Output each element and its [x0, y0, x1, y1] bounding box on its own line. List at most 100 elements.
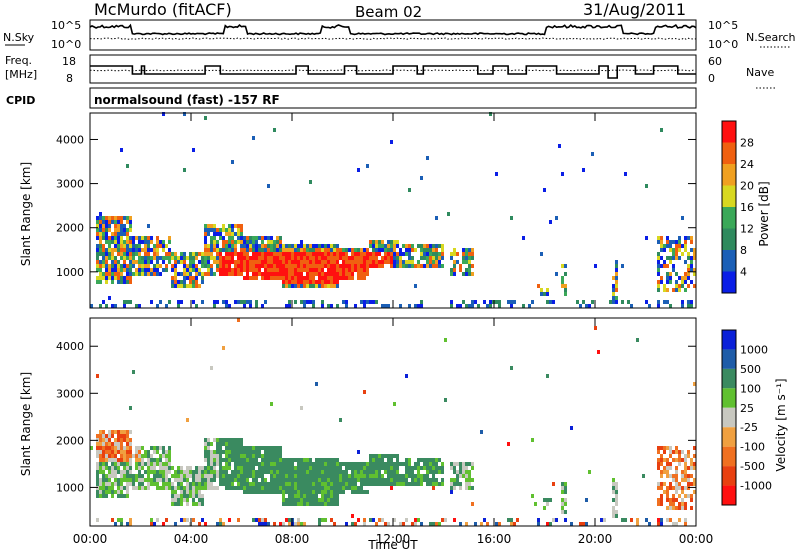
heatmap-cell	[657, 252, 660, 256]
heatmap-cell	[675, 446, 678, 450]
heatmap-cell	[144, 248, 147, 252]
heatmap-cell	[660, 502, 663, 506]
heatmap-cell	[252, 470, 255, 474]
heatmap-cell	[660, 446, 663, 450]
heatmap-cell	[177, 300, 180, 304]
heatmap-cell	[189, 252, 192, 256]
heatmap-cell	[387, 248, 390, 252]
heatmap-cell	[138, 470, 141, 474]
heatmap-cell	[168, 470, 171, 474]
heatmap-cell	[210, 264, 213, 268]
heatmap-cell	[192, 478, 195, 482]
heatmap-cell	[180, 280, 183, 284]
heatmap-cell	[690, 280, 693, 284]
heatmap-cell	[693, 454, 696, 458]
heatmap-cell	[543, 506, 546, 510]
heatmap-cell	[297, 264, 300, 268]
heatmap-cell	[453, 482, 456, 486]
heatmap-cell	[126, 434, 129, 438]
heatmap-cell	[204, 470, 207, 474]
heatmap-cell	[192, 498, 195, 502]
heatmap-cell	[291, 244, 294, 248]
colorbar-tick-label: -25	[740, 421, 758, 434]
heatmap-cell	[438, 244, 441, 248]
heatmap-cell	[348, 478, 351, 482]
x-tick-label: 00:00	[679, 532, 714, 546]
heatmap-cell	[114, 244, 117, 248]
heatmap-cell	[207, 228, 210, 232]
heatmap-cell	[690, 466, 693, 470]
heatmap-cell	[363, 518, 366, 522]
heatmap-cell	[108, 474, 111, 478]
heatmap-cell	[417, 458, 420, 462]
heatmap-cell	[693, 272, 696, 276]
heatmap-cell	[111, 256, 114, 260]
heatmap-cell	[228, 260, 231, 264]
heatmap-cell	[324, 482, 327, 486]
heatmap-cell	[237, 318, 240, 322]
heatmap-cell	[150, 236, 153, 240]
heatmap-cell	[198, 498, 201, 502]
heatmap-cell	[273, 244, 276, 248]
heatmap-cell	[237, 462, 240, 466]
heatmap-cell	[459, 522, 462, 526]
velocity-heatmap	[90, 318, 696, 526]
heatmap-cell	[636, 518, 639, 522]
heatmap-cell	[105, 216, 108, 220]
heatmap-cell	[297, 522, 300, 526]
heatmap-cell	[294, 300, 297, 304]
heatmap-cell	[99, 212, 102, 216]
heatmap-cell	[264, 260, 267, 264]
heatmap-cell	[261, 248, 264, 252]
heatmap-cell	[321, 244, 324, 248]
heatmap-cell	[615, 482, 618, 486]
heatmap-cell	[312, 248, 315, 252]
heatmap-cell	[318, 264, 321, 268]
heatmap-cell	[183, 256, 186, 260]
heatmap-cell	[351, 490, 354, 494]
heatmap-cell	[468, 252, 471, 256]
heatmap-cell	[402, 522, 405, 526]
heatmap-cell	[228, 446, 231, 450]
heatmap-cell	[333, 260, 336, 264]
heatmap-cell	[198, 502, 201, 506]
heatmap-cell	[435, 244, 438, 248]
heatmap-cell	[165, 264, 168, 268]
heatmap-cell	[282, 248, 285, 252]
heatmap-cell	[201, 256, 204, 260]
heatmap-cell	[138, 256, 141, 260]
heatmap-cell	[300, 502, 303, 506]
heatmap-cell	[351, 474, 354, 478]
heatmap-cell	[687, 486, 690, 490]
heatmap-cell	[660, 236, 663, 240]
heatmap-cell	[471, 478, 474, 482]
heatmap-cell	[174, 502, 177, 506]
heatmap-cell	[351, 272, 354, 276]
heatmap-cell	[657, 450, 660, 454]
heatmap-cell	[621, 300, 624, 304]
heatmap-cell	[660, 454, 663, 458]
heatmap-cell	[246, 276, 249, 280]
heatmap-cell	[258, 244, 261, 248]
heatmap-cell	[690, 300, 693, 304]
heatmap-cell	[363, 490, 366, 494]
heatmap-cell	[207, 256, 210, 260]
heatmap-cell	[393, 462, 396, 466]
heatmap-cell	[291, 458, 294, 462]
heatmap-cell	[432, 482, 435, 486]
heatmap-cell	[399, 474, 402, 478]
heatmap-cell	[132, 272, 135, 276]
heatmap-cell	[147, 252, 150, 256]
heatmap-cell	[330, 304, 333, 308]
heatmap-cell	[288, 276, 291, 280]
heatmap-cell	[657, 304, 660, 308]
heatmap-cell	[384, 482, 387, 486]
heatmap-cell	[261, 260, 264, 264]
heatmap-cell	[429, 256, 432, 260]
heatmap-cell	[171, 482, 174, 486]
heatmap-cell	[228, 232, 231, 236]
heatmap-cell	[108, 220, 111, 224]
heatmap-cell	[111, 252, 114, 256]
heatmap-cell	[126, 276, 129, 280]
heatmap-cell	[126, 228, 129, 232]
